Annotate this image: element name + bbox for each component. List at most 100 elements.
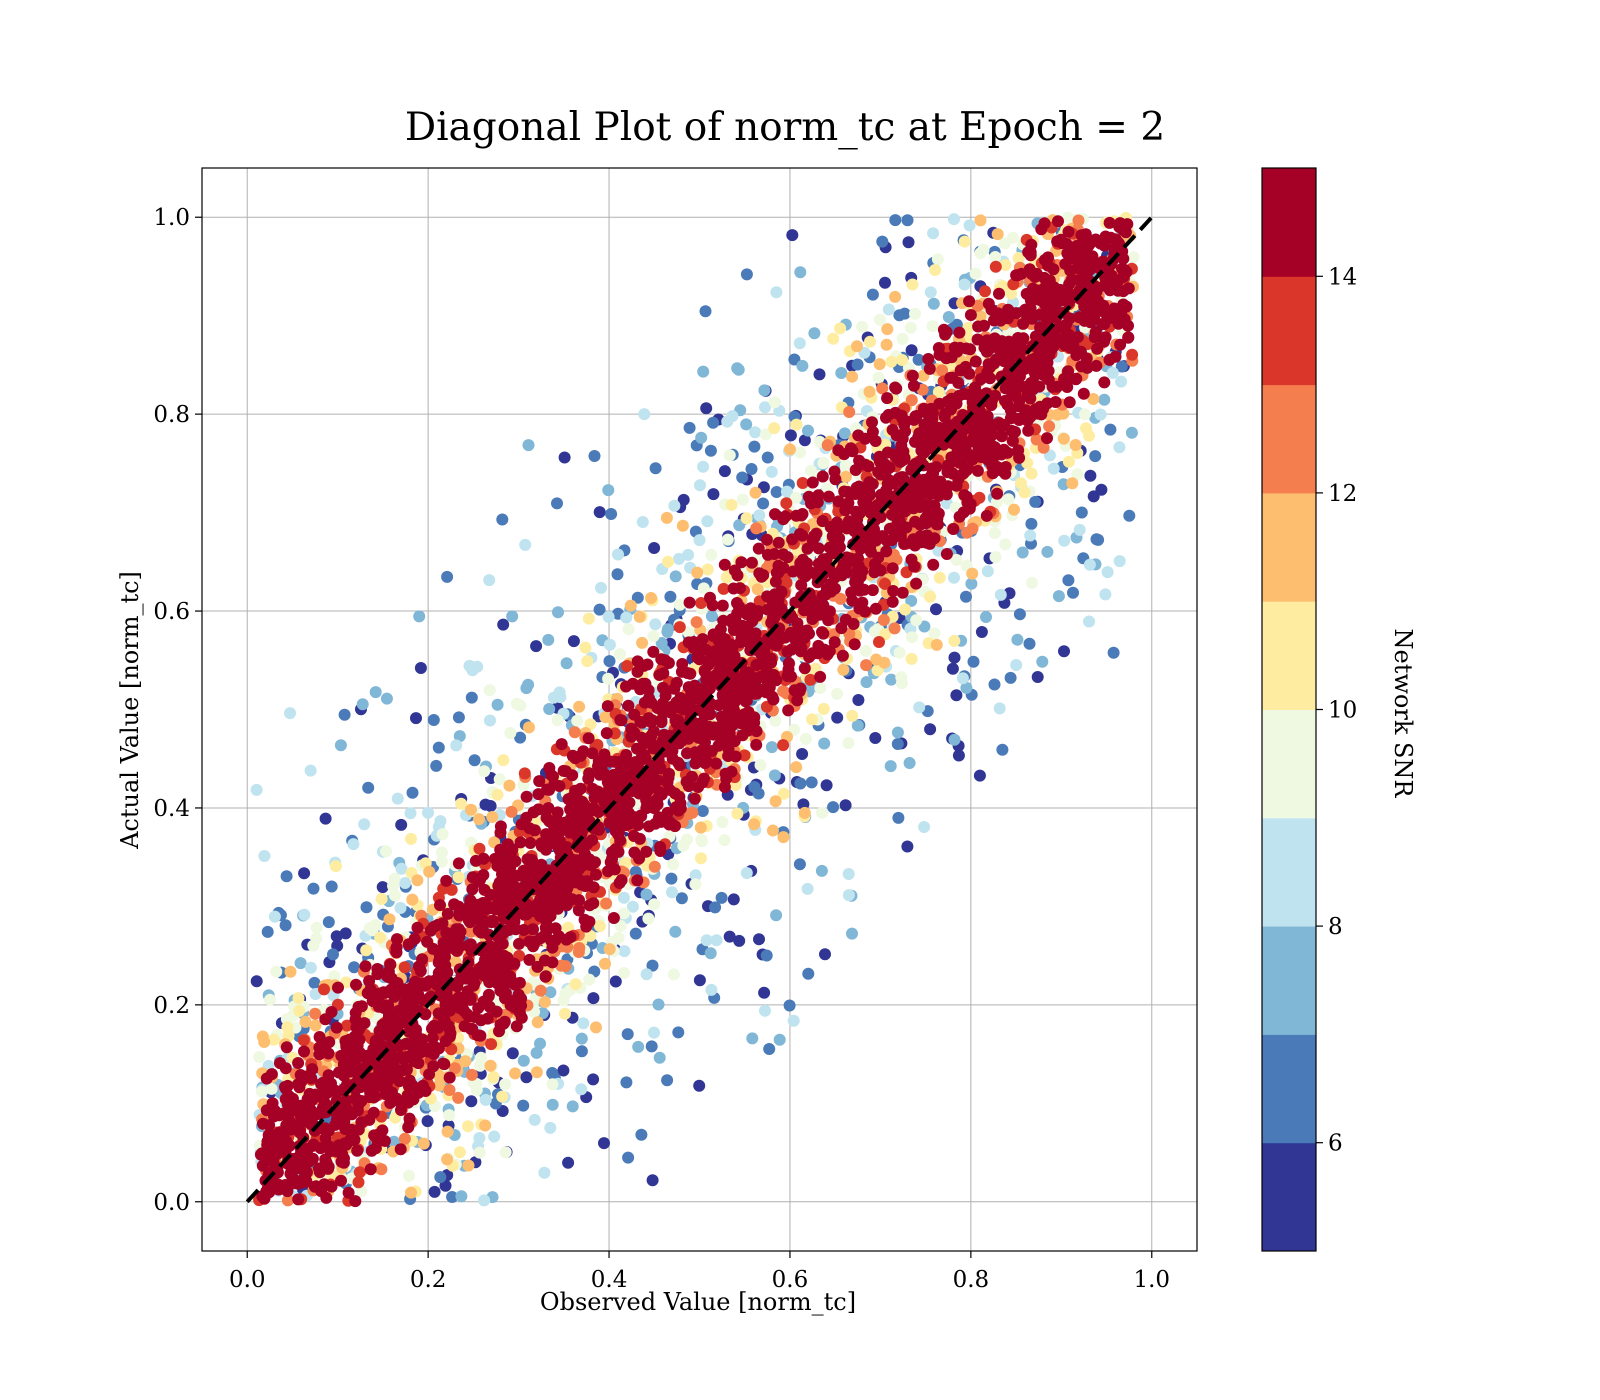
scatter-point xyxy=(397,1053,410,1066)
scatter-point xyxy=(640,968,653,981)
scatter-point xyxy=(773,1033,786,1046)
scatter-point xyxy=(1122,331,1135,344)
scatter-point xyxy=(398,1132,411,1145)
scatter-point xyxy=(553,686,566,699)
scatter-point xyxy=(928,627,941,640)
scatter-point xyxy=(350,978,362,991)
scatter-point xyxy=(918,821,931,833)
scatter-point xyxy=(777,831,790,844)
scatter-point xyxy=(802,967,815,980)
scatter-point xyxy=(759,401,771,414)
scatter-point xyxy=(568,726,581,739)
scatter-point xyxy=(1072,214,1085,227)
scatter-point xyxy=(909,307,921,320)
scatter-point xyxy=(308,976,321,989)
scatter-point xyxy=(332,981,344,994)
scatter-point xyxy=(309,1019,322,1032)
scatter-point xyxy=(1075,506,1088,519)
scatter-point xyxy=(334,739,347,752)
scatter-point xyxy=(622,699,635,712)
scatter-point xyxy=(1113,237,1125,250)
scatter-point xyxy=(727,893,740,906)
scatter-point xyxy=(770,486,783,498)
scatter-point xyxy=(339,927,352,940)
scatter-point xyxy=(718,834,731,847)
scatter-point xyxy=(542,802,555,815)
scatter-point xyxy=(581,655,594,668)
scatter-point xyxy=(947,523,960,535)
scatter-point xyxy=(434,899,446,912)
scatter-point xyxy=(441,570,454,583)
scatter-point xyxy=(383,913,396,926)
scatter-point xyxy=(901,840,914,853)
scatter-point xyxy=(583,973,596,986)
scatter-point xyxy=(303,1117,316,1129)
scatter-point xyxy=(661,1074,674,1087)
scatter-point xyxy=(966,522,979,535)
scatter-point xyxy=(588,450,601,462)
scatter-point xyxy=(820,779,833,792)
scatter-point xyxy=(693,974,706,987)
scatter-point xyxy=(962,321,975,334)
scatter-point xyxy=(739,695,752,708)
scatter-point xyxy=(1095,483,1108,496)
scatter-point xyxy=(799,732,812,745)
scatter-point xyxy=(879,577,891,590)
scatter-point xyxy=(1092,533,1105,546)
scatter-point xyxy=(1024,529,1037,542)
scatter-point xyxy=(611,568,624,581)
scatter-point xyxy=(1043,420,1056,433)
scatter-point xyxy=(602,484,615,497)
scatter-point xyxy=(979,285,991,298)
scatter-point xyxy=(827,332,840,345)
scatter-point xyxy=(473,842,486,855)
scatter-point xyxy=(705,548,718,561)
scatter-point xyxy=(660,511,673,524)
scatter-point xyxy=(582,732,595,745)
scatter-point xyxy=(440,874,453,887)
scatter-point xyxy=(752,542,765,555)
scatter-point xyxy=(297,1034,310,1047)
scatter-point xyxy=(1008,503,1020,516)
scatter-point xyxy=(473,1146,486,1159)
scatter-point xyxy=(322,916,335,929)
scatter-point xyxy=(1098,393,1111,406)
scatter-point xyxy=(927,558,940,571)
scatter-point xyxy=(924,286,937,299)
scatter-point xyxy=(258,850,271,862)
scatter-point xyxy=(816,806,828,819)
scatter-point xyxy=(832,444,845,457)
scatter-point xyxy=(1013,395,1026,408)
scatter-point xyxy=(602,610,615,623)
scatter-point xyxy=(631,655,644,668)
scatter-point xyxy=(279,1062,292,1075)
scatter-point xyxy=(906,631,918,644)
scatter-point xyxy=(696,805,709,817)
scatter-point xyxy=(1025,467,1038,480)
scatter-point xyxy=(319,1013,332,1026)
scatter-point xyxy=(1062,455,1075,468)
scatter-point xyxy=(452,900,465,913)
scatter-point xyxy=(964,343,977,356)
scatter-point xyxy=(452,1091,465,1104)
scatter-point xyxy=(690,616,703,629)
scatter-point xyxy=(605,508,618,520)
scatter-point xyxy=(718,465,731,478)
scatter-point xyxy=(349,1092,362,1105)
scatter-point xyxy=(364,1086,377,1099)
scatter-point xyxy=(1011,633,1024,646)
scatter-point xyxy=(852,694,865,706)
scatter-point xyxy=(330,930,343,943)
scatter-point xyxy=(1026,576,1038,589)
scatter-point xyxy=(664,590,677,603)
scatter-point xyxy=(292,1057,305,1069)
scatter-point xyxy=(740,867,753,879)
scatter-point xyxy=(506,610,519,623)
scatter-point xyxy=(1115,375,1128,388)
scatter-point xyxy=(746,615,759,628)
scatter-point xyxy=(794,266,807,279)
scatter-point xyxy=(1084,469,1097,482)
scatter-point xyxy=(565,812,577,825)
scatter-point xyxy=(299,1015,312,1028)
scatter-point xyxy=(435,846,448,859)
